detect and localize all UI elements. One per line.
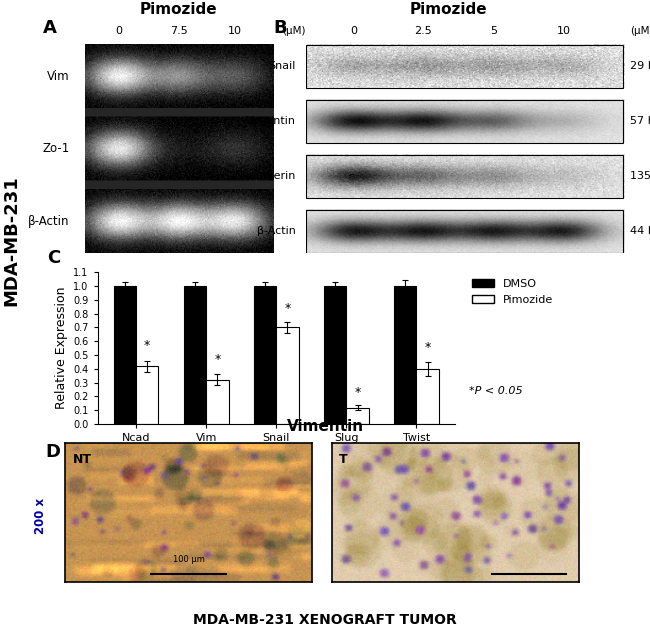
Text: 7.5: 7.5: [170, 26, 188, 36]
Text: C: C: [47, 249, 60, 267]
Text: MDA-MB-231: MDA-MB-231: [3, 175, 21, 306]
Bar: [306, 154, 623, 197]
Text: 10: 10: [556, 26, 571, 36]
Bar: [346, 408, 369, 424]
Bar: [306, 45, 623, 88]
Text: 10: 10: [228, 26, 242, 36]
Text: 200 x: 200 x: [34, 498, 47, 534]
Text: 5: 5: [490, 26, 497, 36]
Text: Vimentin: Vimentin: [287, 418, 363, 434]
Bar: [184, 286, 206, 424]
Text: 100 μm: 100 μm: [172, 555, 205, 564]
Text: 29 KDa: 29 KDa: [630, 61, 650, 72]
Bar: [136, 366, 159, 424]
Text: *: *: [424, 341, 431, 354]
Text: *: *: [354, 386, 361, 399]
Legend: DMSO, Pimozide: DMSO, Pimozide: [468, 275, 558, 309]
Text: A: A: [43, 19, 57, 37]
Bar: [206, 380, 229, 424]
Text: Vimentin: Vimentin: [246, 116, 296, 126]
Text: D: D: [46, 443, 60, 461]
Text: *: *: [284, 302, 291, 315]
Text: *: *: [214, 353, 220, 366]
Text: Vim: Vim: [47, 70, 70, 83]
Text: T: T: [339, 453, 348, 466]
Text: 57 KDa: 57 KDa: [630, 116, 650, 126]
Text: Pimozide: Pimozide: [410, 2, 488, 17]
Text: (μM): (μM): [630, 26, 650, 36]
Text: 135 KDa: 135 KDa: [630, 172, 650, 181]
Text: NT: NT: [72, 453, 92, 466]
Text: Zo-1: Zo-1: [42, 142, 70, 155]
Bar: [394, 286, 417, 424]
Text: N-cadherin: N-cadherin: [235, 172, 296, 181]
Text: 0: 0: [350, 26, 357, 36]
Text: β-Actin: β-Actin: [257, 226, 296, 236]
Bar: [276, 327, 299, 424]
Text: 2.5: 2.5: [415, 26, 432, 36]
Bar: [417, 369, 439, 424]
Text: 0: 0: [115, 26, 122, 36]
Text: 44 KDa: 44 KDa: [630, 226, 650, 236]
Text: MDA-MB-231 XENOGRAFT TUMOR: MDA-MB-231 XENOGRAFT TUMOR: [193, 613, 457, 627]
Bar: [324, 286, 346, 424]
Text: β-Actin: β-Actin: [28, 215, 70, 228]
Bar: [306, 210, 623, 253]
Text: Snail: Snail: [268, 61, 296, 72]
Bar: [306, 100, 623, 143]
Text: *P < 0.05: *P < 0.05: [469, 385, 523, 396]
Text: Pimozide: Pimozide: [140, 2, 218, 17]
Text: *: *: [144, 339, 150, 353]
Text: B: B: [274, 19, 287, 37]
Y-axis label: Relative Expression: Relative Expression: [55, 287, 68, 410]
Bar: [114, 286, 136, 424]
Text: (μM): (μM): [282, 26, 306, 36]
Bar: [254, 286, 276, 424]
